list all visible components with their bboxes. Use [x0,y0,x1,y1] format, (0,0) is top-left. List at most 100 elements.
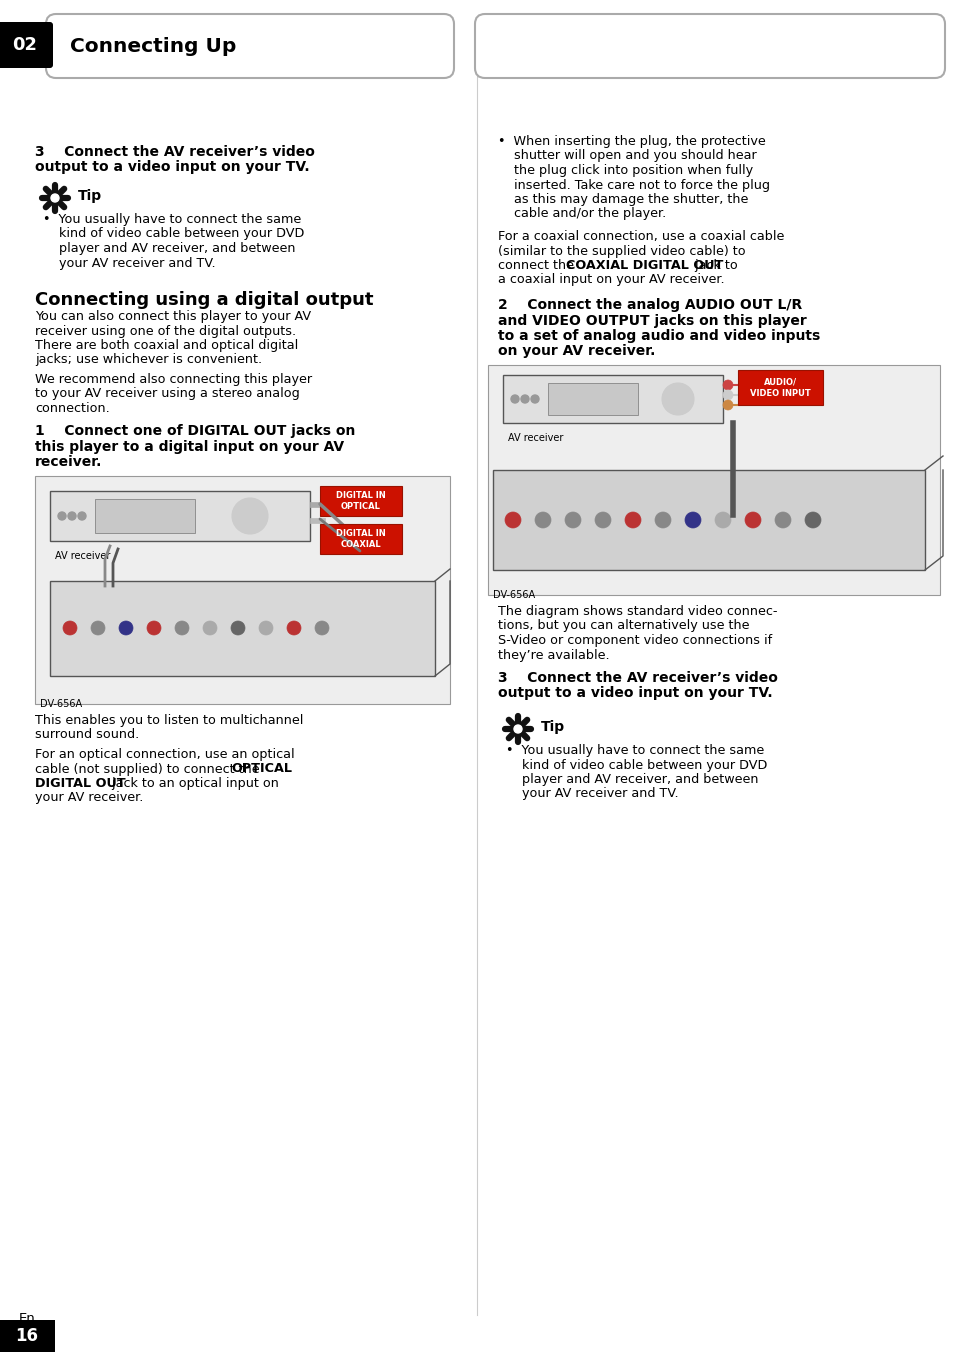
Text: The diagram shows standard video connec-: The diagram shows standard video connec- [497,604,777,618]
Text: Tip: Tip [540,721,564,734]
Text: to a set of analog audio and video inputs: to a set of analog audio and video input… [497,329,820,343]
Circle shape [232,498,268,534]
Text: 3    Connect the AV receiver’s video: 3 Connect the AV receiver’s video [35,145,314,160]
Circle shape [68,512,76,521]
Circle shape [119,621,132,635]
Text: a coaxial input on your AV receiver.: a coaxial input on your AV receiver. [497,273,724,287]
Text: AV receiver: AV receiver [55,552,111,561]
Circle shape [231,621,245,635]
Text: 02: 02 [12,37,37,54]
Text: En: En [19,1311,35,1325]
FancyBboxPatch shape [35,476,450,704]
Text: We recommend also connecting this player: We recommend also connecting this player [35,373,312,387]
Bar [310,502,325,507]
Text: output to a video input on your TV.: output to a video input on your TV. [497,687,772,700]
Circle shape [774,512,790,529]
Text: 3    Connect the AV receiver’s video: 3 Connect the AV receiver’s video [497,671,777,685]
Text: DIGITAL IN
COAXIAL: DIGITAL IN COAXIAL [335,529,385,549]
Text: COAXIAL DIGITAL OUT: COAXIAL DIGITAL OUT [565,260,722,272]
FancyBboxPatch shape [319,525,401,554]
FancyBboxPatch shape [502,375,722,423]
Circle shape [504,512,520,529]
Text: AUDIO/
VIDEO INPUT: AUDIO/ VIDEO INPUT [749,377,810,397]
Text: Connecting Up: Connecting Up [70,37,236,55]
Text: connection.: connection. [35,402,110,415]
FancyBboxPatch shape [50,491,310,541]
Text: DV-656A: DV-656A [40,699,82,708]
Text: kind of video cable between your DVD: kind of video cable between your DVD [505,758,766,772]
FancyBboxPatch shape [547,383,638,415]
FancyBboxPatch shape [95,499,194,533]
Circle shape [511,722,524,735]
FancyBboxPatch shape [738,370,822,406]
Text: connect the: connect the [497,260,578,272]
Circle shape [531,395,538,403]
Circle shape [174,621,189,635]
Text: this player to a digital input on your AV: this player to a digital input on your A… [35,439,344,454]
Circle shape [91,621,105,635]
Text: •  You usually have to connect the same: • You usually have to connect the same [505,744,763,757]
Circle shape [564,512,580,529]
Circle shape [58,512,66,521]
FancyBboxPatch shape [475,14,944,78]
Circle shape [314,621,329,635]
Text: shutter will open and you should hear: shutter will open and you should hear [497,150,756,162]
Circle shape [51,193,59,201]
Text: cable and/or the player.: cable and/or the player. [497,207,665,220]
FancyBboxPatch shape [488,365,939,595]
Circle shape [258,621,273,635]
FancyBboxPatch shape [0,1320,55,1352]
Circle shape [78,512,86,521]
Text: OPTICAL: OPTICAL [231,763,292,776]
Text: they’re available.: they’re available. [497,649,609,661]
Circle shape [655,512,670,529]
Text: player and AV receiver, and between: player and AV receiver, and between [43,242,295,256]
Text: jack to an optical input on: jack to an optical input on [108,777,278,790]
Text: and VIDEO OUTPUT jacks on this player: and VIDEO OUTPUT jacks on this player [497,314,806,327]
Text: You can also connect this player to your AV: You can also connect this player to your… [35,310,311,323]
Text: on your AV receiver.: on your AV receiver. [497,345,655,358]
Text: DV-656A: DV-656A [493,589,535,600]
Text: Tip: Tip [78,189,102,203]
Text: inserted. Take care not to force the plug: inserted. Take care not to force the plu… [497,178,769,192]
Text: 1    Connect one of DIGITAL OUT jacks on: 1 Connect one of DIGITAL OUT jacks on [35,425,355,438]
FancyBboxPatch shape [0,22,53,68]
Circle shape [661,383,693,415]
Circle shape [147,621,161,635]
Text: •  When inserting the plug, the protective: • When inserting the plug, the protectiv… [497,135,765,147]
Text: (similar to the supplied video cable) to: (similar to the supplied video cable) to [497,245,745,257]
Text: AV receiver: AV receiver [507,433,563,443]
Text: DIGITAL OUT: DIGITAL OUT [35,777,126,790]
Text: S-Video or component video connections if: S-Video or component video connections i… [497,634,771,648]
Circle shape [203,621,216,635]
Text: For a coaxial connection, use a coaxial cable: For a coaxial connection, use a coaxial … [497,230,783,243]
FancyBboxPatch shape [319,485,401,516]
Text: surround sound.: surround sound. [35,729,139,741]
Circle shape [722,400,732,410]
Circle shape [63,621,77,635]
FancyBboxPatch shape [46,14,454,78]
Text: receiver using one of the digital outputs.: receiver using one of the digital output… [35,324,295,338]
Text: jack to: jack to [690,260,737,272]
Circle shape [514,725,521,733]
Text: as this may damage the shutter, the: as this may damage the shutter, the [497,193,747,206]
Text: Connecting using a digital output: Connecting using a digital output [35,291,374,310]
Circle shape [520,395,529,403]
Circle shape [714,512,730,529]
Text: receiver.: receiver. [35,456,102,469]
FancyBboxPatch shape [50,581,435,676]
Circle shape [595,512,610,529]
Text: This enables you to listen to multichannel: This enables you to listen to multichann… [35,714,303,727]
Text: For an optical connection, use an optical: For an optical connection, use an optica… [35,748,294,761]
Circle shape [804,512,821,529]
Circle shape [535,512,551,529]
Text: •  You usually have to connect the same: • You usually have to connect the same [43,214,301,226]
Text: There are both coaxial and optical digital: There are both coaxial and optical digit… [35,339,298,352]
Text: 16: 16 [15,1328,38,1345]
Text: DIGITAL IN
OPTICAL: DIGITAL IN OPTICAL [335,491,385,511]
Text: your AV receiver.: your AV receiver. [35,791,143,804]
Text: jacks; use whichever is convenient.: jacks; use whichever is convenient. [35,353,262,366]
Circle shape [287,621,301,635]
Text: 2    Connect the analog AUDIO OUT L/R: 2 Connect the analog AUDIO OUT L/R [497,297,801,312]
Circle shape [722,380,732,389]
